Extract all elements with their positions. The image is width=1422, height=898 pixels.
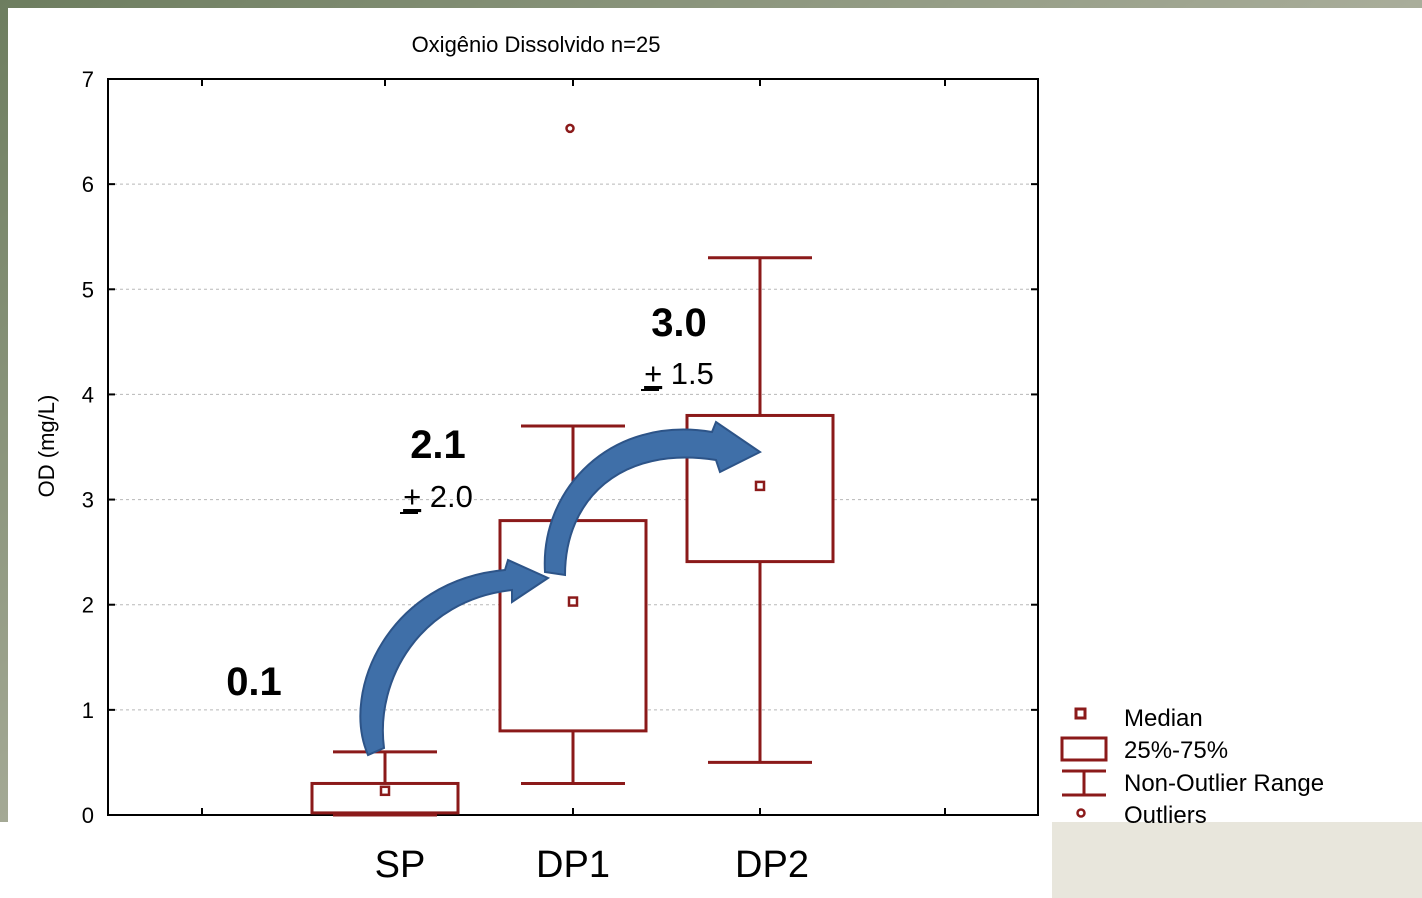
- legend-range-label: Non-Outlier Range: [1124, 770, 1324, 797]
- box-sp: [310, 750, 460, 817]
- trend-arrows: [359, 420, 762, 757]
- trend-arrow-sp-dp1: [359, 558, 551, 757]
- trend-arrow-dp1-dp2: [543, 420, 762, 577]
- mean-label-sp: 0.1: [226, 660, 282, 704]
- axis-ticks: [108, 78, 1038, 816]
- iqr-box: [498, 519, 648, 733]
- y-tick-label: 3: [82, 488, 94, 513]
- legend-box-marker: [1060, 736, 1108, 762]
- legend-box-label: 25%-75%: [1124, 737, 1228, 764]
- y-tick-label: 5: [82, 277, 94, 302]
- plus-minus-symbol: +: [644, 356, 662, 391]
- sd-label-dp2: + 1.5: [644, 356, 714, 391]
- y-tick-label: 4: [82, 382, 94, 407]
- legend: Median 25%-75% Non-Outlier Range Outlier…: [1060, 705, 1324, 829]
- y-tick-label: 6: [82, 172, 94, 197]
- chart-title: Oxigênio Dissolvido n=25: [412, 32, 661, 57]
- median-marker: [379, 785, 391, 797]
- x-category-labels: SP DP1 DP2: [375, 844, 809, 886]
- box-dp2: [685, 256, 835, 764]
- mean-label-dp2: 3.0: [651, 301, 707, 345]
- mean-annotations: 0.1 2.1 + 2.0 3.0 + 1.5: [226, 301, 714, 704]
- boxes: [310, 123, 835, 817]
- iqr-box: [310, 781, 460, 815]
- y-tick-label: 0: [82, 803, 94, 828]
- median-marker: [567, 596, 579, 607]
- box-dp1: [498, 123, 648, 785]
- legend-median-marker: [1074, 707, 1087, 720]
- y-tick-labels: 0 1 2 3 4 5 6 7: [82, 67, 94, 828]
- x-category-label: SP: [375, 844, 426, 886]
- y-tick-label: 7: [82, 67, 94, 92]
- sd-value: 2.0: [421, 479, 473, 514]
- legend-median-label: Median: [1124, 705, 1203, 732]
- legend-outlier-label: Outliers: [1124, 802, 1207, 829]
- sd-value: 1.5: [662, 356, 714, 391]
- plus-minus-symbol: +: [403, 479, 421, 514]
- sd-label-dp1: + 2.0: [403, 479, 473, 514]
- y-tick-label: 2: [82, 593, 94, 618]
- x-category-label: DP1: [536, 844, 610, 886]
- x-category-label: DP2: [735, 844, 809, 886]
- legend-outlier-marker: [1076, 808, 1086, 818]
- legend-range-marker: [1062, 769, 1106, 797]
- mean-label-dp1: 2.1: [410, 423, 466, 467]
- y-axis-label: OD (mg/L): [34, 395, 59, 498]
- outlier-point: [565, 123, 575, 134]
- y-tick-label: 1: [82, 698, 94, 723]
- median-marker: [754, 480, 766, 492]
